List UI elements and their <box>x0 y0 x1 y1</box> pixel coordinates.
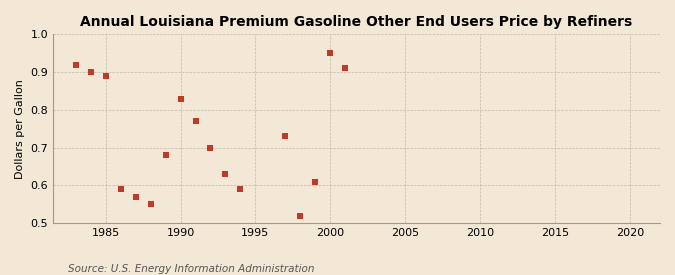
Point <box>100 74 111 78</box>
Point <box>175 96 186 101</box>
Title: Annual Louisiana Premium Gasoline Other End Users Price by Refiners: Annual Louisiana Premium Gasoline Other … <box>80 15 632 29</box>
Point <box>115 187 126 191</box>
Point <box>70 62 81 67</box>
Y-axis label: Dollars per Gallon: Dollars per Gallon <box>15 79 25 179</box>
Point <box>325 51 335 56</box>
Point <box>130 194 141 199</box>
Point <box>295 213 306 218</box>
Point <box>280 134 291 139</box>
Point <box>310 179 321 184</box>
Text: Source: U.S. Energy Information Administration: Source: U.S. Energy Information Administ… <box>68 264 314 274</box>
Point <box>205 145 216 150</box>
Point <box>190 119 201 123</box>
Point <box>340 66 351 70</box>
Point <box>85 70 96 74</box>
Point <box>220 172 231 176</box>
Point <box>145 202 156 207</box>
Point <box>160 153 171 157</box>
Point <box>235 187 246 191</box>
